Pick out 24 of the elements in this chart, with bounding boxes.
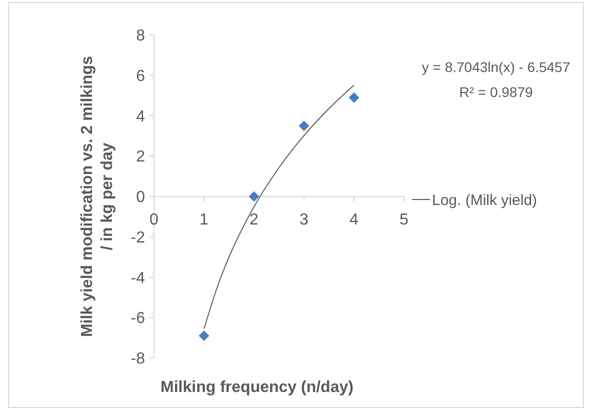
x-tick-label: 2 [250,212,259,228]
point [298,120,310,132]
text: R² = 0.9879 [459,84,533,100]
text: y = 8.7043ln(x) - 6.5457 [422,59,570,75]
y-tick-label: 8 [136,28,146,45]
point [248,191,260,202]
x-tick-label: 0 [150,212,159,228]
y-tick-label: 0 [136,189,146,206]
y-tick-label: 2 [136,148,146,166]
y-tick-label: -8 [130,350,146,368]
x-tick-label: 1 [200,212,209,228]
x-tick-label: 5 [400,212,409,228]
legend-label: Log. (Milk yield) [432,192,538,209]
point [348,92,360,103]
y-tick-label: -4 [130,270,146,287]
y-tick-label: 4 [136,108,146,126]
y-tick-label: -2 [130,229,146,246]
y-tick-label: -6 [130,310,146,328]
x-tick-label: 4 [350,212,359,228]
x-axis-title: Milking frequency (n/day) [160,379,354,396]
x-tick-label: 3 [300,212,309,228]
y-tick-label: 6 [136,68,146,85]
y-axis-title: Milk yield modification vs. 2 milkings / in kg per day [79,56,116,337]
point [198,330,210,342]
